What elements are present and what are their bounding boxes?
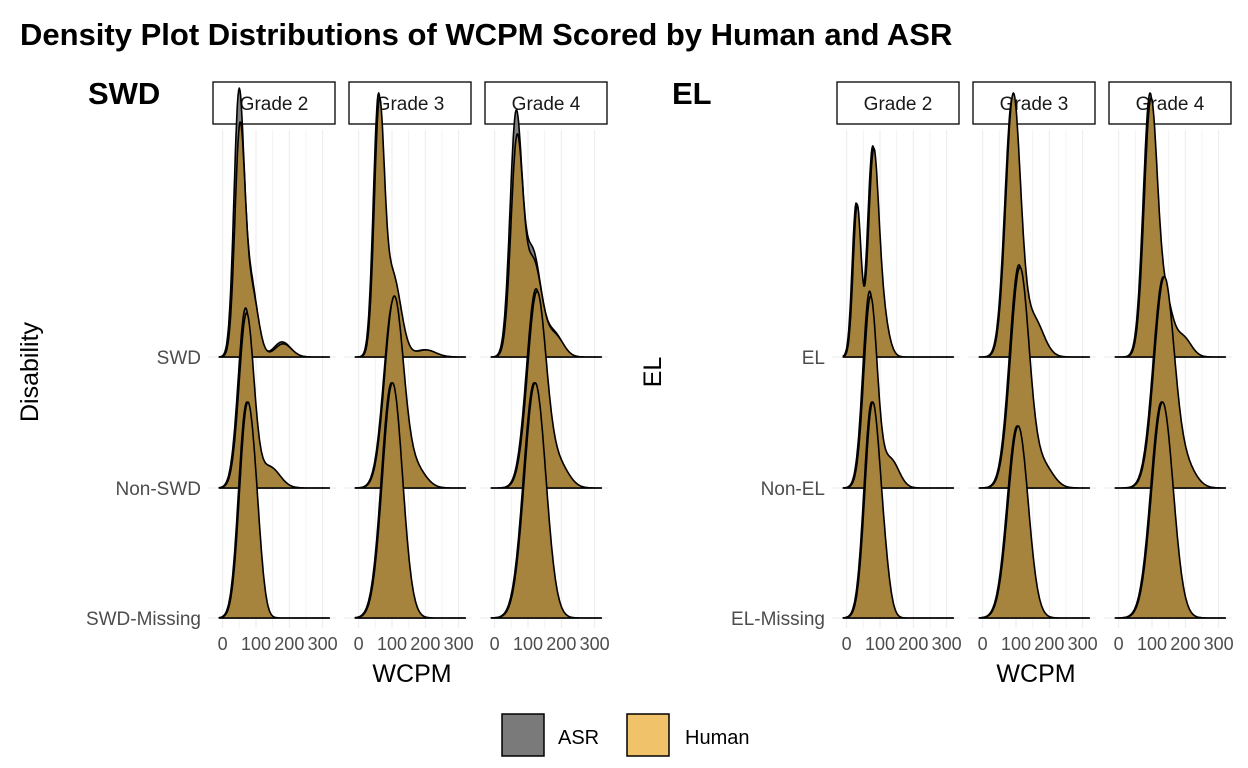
x-tick-label: 200: [274, 634, 304, 654]
facet-strip-label: Grade 4: [1136, 94, 1205, 115]
x-tick-label: 200: [1034, 634, 1064, 654]
density-human: [978, 266, 1091, 489]
facet-grade-2: Grade 2 0 100 200 300: [832, 81, 962, 654]
x-tick-label: 300: [308, 634, 338, 654]
density-human: [490, 290, 603, 489]
density-human: [1114, 276, 1227, 489]
x-tick-label: 0: [490, 634, 500, 654]
x-tick-label: 200: [898, 634, 928, 654]
x-tick-label: 100: [513, 634, 543, 654]
x-axis-title: WCPM: [372, 660, 451, 688]
density-human: [1114, 401, 1227, 619]
chart-title: Density Plot Distributions of WCPM Score…: [20, 17, 952, 52]
x-tick-label: 0: [354, 634, 364, 654]
x-tick-label: 300: [932, 634, 962, 654]
x-tick-label: 0: [1114, 634, 1124, 654]
density-human: [218, 401, 331, 619]
y-axis-title: EL: [639, 357, 667, 388]
x-tick-label: 200: [546, 634, 576, 654]
x-tick-label: 100: [1137, 634, 1167, 654]
panel-swd: SWD Disability SWD Non-SWD SWD-Missing WCPM Gr…: [16, 76, 610, 688]
facet-grade-4: Grade 4 0 100 200 300: [1104, 81, 1234, 654]
x-tick-label: 0: [978, 634, 988, 654]
x-tick-label: 300: [1204, 634, 1234, 654]
x-tick-label: 100: [865, 634, 895, 654]
facet-strip: [836, 81, 960, 125]
facet-strip-label: Grade 4: [512, 94, 581, 115]
y-tick-label: Non-SWD: [115, 479, 201, 500]
y-tick-label: SWD: [157, 348, 201, 369]
legend: ASR Human: [501, 713, 749, 757]
legend-key-asr: [501, 713, 545, 757]
facet-strip: [972, 81, 1096, 125]
group-label: EL: [672, 76, 712, 111]
x-tick-label: 300: [1068, 634, 1098, 654]
group-label: SWD: [88, 76, 160, 111]
y-tick-label: EL: [802, 348, 825, 369]
facet-grade-2: Grade 2 0 100 200 300: [208, 81, 338, 654]
x-tick-label: 0: [218, 634, 228, 654]
facet-grade-3: Grade 3 0 100 200 300: [344, 81, 474, 654]
x-tick-label: 100: [377, 634, 407, 654]
legend-key-human: [626, 713, 670, 757]
density-human: [354, 382, 467, 619]
facet-strip-label: Grade 2: [864, 94, 933, 115]
density-human: [354, 295, 467, 489]
density-human: [978, 92, 1091, 358]
density-human: [842, 401, 955, 619]
facet-grade-3: Grade 30 100 200 300: [968, 81, 1098, 654]
y-tick-label: EL-Missing: [731, 609, 825, 630]
x-tick-label: 100: [241, 634, 271, 654]
x-axis-title: WCPM: [996, 660, 1075, 688]
facet-strip: [212, 81, 336, 125]
facet-strip: [348, 81, 472, 125]
x-tick-label: 300: [580, 634, 610, 654]
density-human: [354, 97, 467, 358]
legend-label-human: Human: [685, 727, 749, 749]
panels: SWD Disability SWD Non-SWD SWD-Missing WCPM Gr…: [16, 76, 1234, 688]
density-human: [218, 121, 331, 358]
y-tick-label: SWD-Missing: [86, 609, 201, 630]
facet-strip-label: Grade 2: [240, 94, 309, 115]
facet-grade-4: Grade 4 0 100 200 300: [480, 81, 610, 654]
density-human: [842, 147, 955, 358]
x-tick-label: 200: [1170, 634, 1200, 654]
density-human: [490, 133, 603, 358]
density-human: [490, 382, 603, 619]
facet-strip: [1108, 81, 1232, 125]
y-axis-title: Disability: [16, 321, 44, 422]
density-human: [978, 425, 1091, 619]
x-tick-label: 300: [444, 634, 474, 654]
facet-strip-label: Grade 3: [376, 94, 445, 115]
x-tick-label: 0: [842, 634, 852, 654]
x-tick-label: 200: [410, 634, 440, 654]
legend-label-asr: ASR: [558, 727, 599, 749]
facet-strip: [484, 81, 608, 125]
y-tick-label: Non-EL: [761, 479, 825, 500]
x-tick-label: 100: [1001, 634, 1031, 654]
